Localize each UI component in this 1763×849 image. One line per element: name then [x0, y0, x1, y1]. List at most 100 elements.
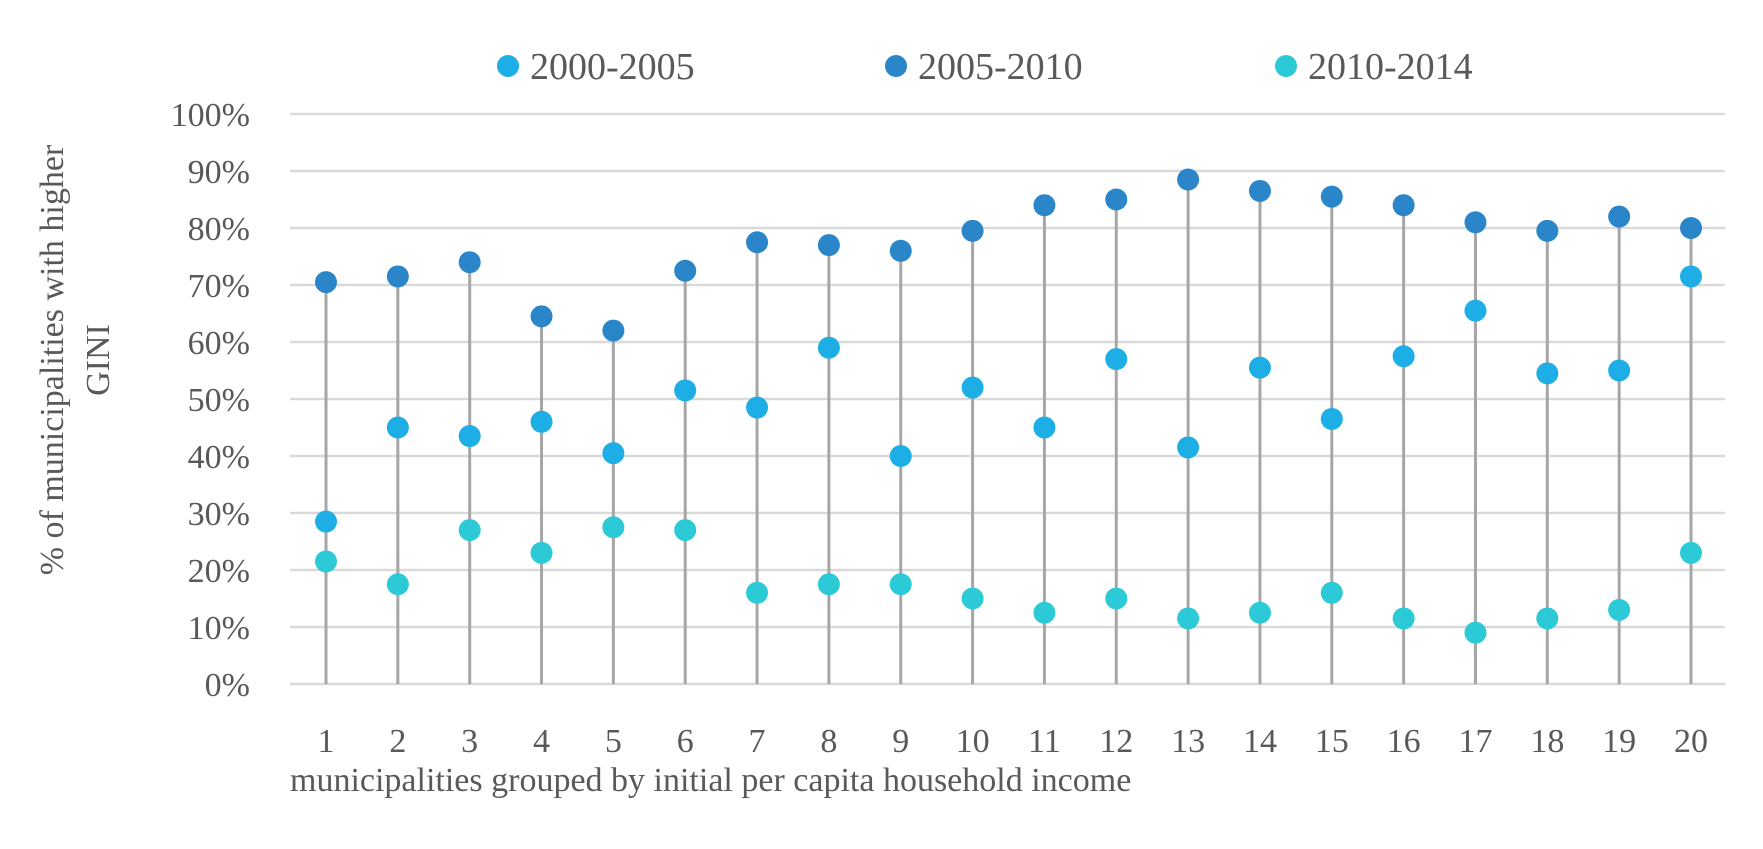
x-tick-label: 1 — [318, 723, 335, 760]
y-axis-title-line: % of municipalities with higher — [34, 144, 71, 575]
x-axis-title: municipalities grouped by initial per ca… — [290, 762, 1131, 799]
point-2005-2010 — [889, 239, 912, 262]
x-tick-label: 2 — [389, 723, 406, 760]
point-2010-2014 — [602, 516, 625, 539]
point-2000-2005 — [386, 416, 409, 439]
x-tick-label: 13 — [1171, 723, 1205, 760]
y-tick-label: 80% — [188, 211, 250, 248]
legend-marker — [497, 55, 519, 77]
point-2000-2005 — [1105, 348, 1128, 371]
x-tick-label: 8 — [820, 723, 837, 760]
point-2005-2010 — [315, 271, 337, 294]
gridlines — [290, 112, 1725, 686]
point-2005-2010 — [1033, 194, 1056, 217]
point-2010-2014 — [1248, 601, 1271, 624]
point-2010-2014 — [1105, 587, 1128, 610]
y-tick-label: 100% — [171, 97, 250, 134]
point-2000-2005 — [746, 396, 769, 419]
point-2010-2014 — [1033, 601, 1056, 624]
point-2000-2005 — [961, 376, 984, 399]
point-2010-2014 — [1320, 581, 1343, 604]
y-axis-title: % of municipalities with higher GINI — [34, 144, 117, 575]
y-tick-label: 60% — [188, 325, 250, 362]
point-2010-2014 — [1392, 607, 1415, 630]
point-2010-2014 — [1177, 607, 1200, 630]
point-2010-2014 — [315, 550, 337, 573]
point-2005-2010 — [1105, 188, 1128, 211]
legend-item: 2005-2010 — [885, 46, 1083, 88]
x-tick-label: 6 — [677, 723, 694, 760]
x-tick-label: 17 — [1458, 723, 1492, 760]
point-2005-2010 — [961, 219, 984, 242]
point-2000-2005 — [1177, 436, 1200, 459]
x-tick-label: 9 — [892, 723, 909, 760]
x-tick-label: 12 — [1099, 723, 1133, 760]
x-tick-label: 7 — [749, 723, 766, 760]
legend-marker — [885, 55, 907, 77]
point-2010-2014 — [386, 573, 409, 596]
point-2005-2010 — [1464, 211, 1487, 234]
point-2010-2014 — [817, 573, 840, 596]
x-tick-label: 3 — [461, 723, 478, 760]
x-tick-label: 4 — [533, 723, 550, 760]
point-2000-2005 — [1392, 345, 1415, 368]
point-2005-2010 — [458, 251, 481, 274]
point-2005-2010 — [1248, 179, 1271, 202]
point-2005-2010 — [602, 319, 625, 342]
y-tick-label: 10% — [188, 610, 250, 647]
x-tick-label: 14 — [1243, 723, 1277, 760]
points — [315, 168, 1702, 644]
point-2005-2010 — [1392, 194, 1415, 217]
point-2005-2010 — [674, 259, 697, 282]
legend: 2000-2005 2005-2010 2010-2014 — [497, 46, 1473, 88]
point-2005-2010 — [817, 234, 840, 257]
point-2010-2014 — [1464, 621, 1487, 644]
point-2000-2005 — [1608, 359, 1631, 382]
point-2005-2010 — [1177, 168, 1200, 191]
point-2010-2014 — [530, 541, 553, 564]
y-tick-label: 0% — [205, 667, 250, 704]
x-tick-label: 16 — [1387, 723, 1421, 760]
y-tick-label: 20% — [188, 553, 250, 590]
x-tick-labels: 1 2 3 4 5 6 7 8 9 10 11 12 13 14 15 16 17 18 19 20 — [318, 723, 1709, 760]
legend-label: 2010-2014 — [1308, 46, 1473, 88]
y-tick-label: 70% — [188, 268, 250, 305]
point-2000-2005 — [458, 425, 481, 448]
x-tick-label: 19 — [1602, 723, 1636, 760]
point-2000-2005 — [602, 442, 625, 465]
legend-item: 2010-2014 — [1275, 46, 1473, 88]
point-2010-2014 — [1536, 607, 1559, 630]
point-2005-2010 — [1680, 217, 1702, 239]
point-2005-2010 — [1608, 205, 1631, 228]
point-2000-2005 — [1680, 265, 1702, 288]
point-2000-2005 — [1464, 299, 1487, 322]
point-2000-2005 — [530, 410, 553, 433]
x-tick-label: 18 — [1530, 723, 1564, 760]
point-2010-2014 — [1608, 598, 1631, 621]
y-tick-label: 90% — [188, 154, 250, 191]
point-2010-2014 — [1680, 541, 1702, 564]
point-2000-2005 — [889, 445, 912, 467]
x-tick-label: 15 — [1315, 723, 1349, 760]
point-2005-2010 — [386, 265, 409, 288]
legend-marker — [1275, 55, 1297, 77]
x-tick-label: 5 — [605, 723, 622, 760]
point-2000-2005 — [1248, 356, 1271, 379]
point-2000-2005 — [817, 336, 840, 359]
point-2010-2014 — [961, 587, 984, 610]
y-tick-label: 50% — [188, 382, 250, 419]
legend-label: 2000-2005 — [530, 46, 695, 88]
point-2010-2014 — [746, 581, 769, 604]
point-2005-2010 — [530, 305, 553, 328]
point-2005-2010 — [1320, 185, 1343, 208]
y-tick-label: 30% — [188, 496, 250, 533]
point-2000-2005 — [1320, 407, 1343, 430]
y-axis-title-line: GINI — [80, 324, 117, 396]
point-2005-2010 — [1536, 219, 1559, 242]
legend-item: 2000-2005 — [497, 46, 695, 88]
point-2000-2005 — [674, 379, 697, 402]
x-tick-label: 10 — [956, 723, 990, 760]
x-tick-label: 11 — [1028, 723, 1061, 760]
point-2010-2014 — [889, 573, 912, 596]
